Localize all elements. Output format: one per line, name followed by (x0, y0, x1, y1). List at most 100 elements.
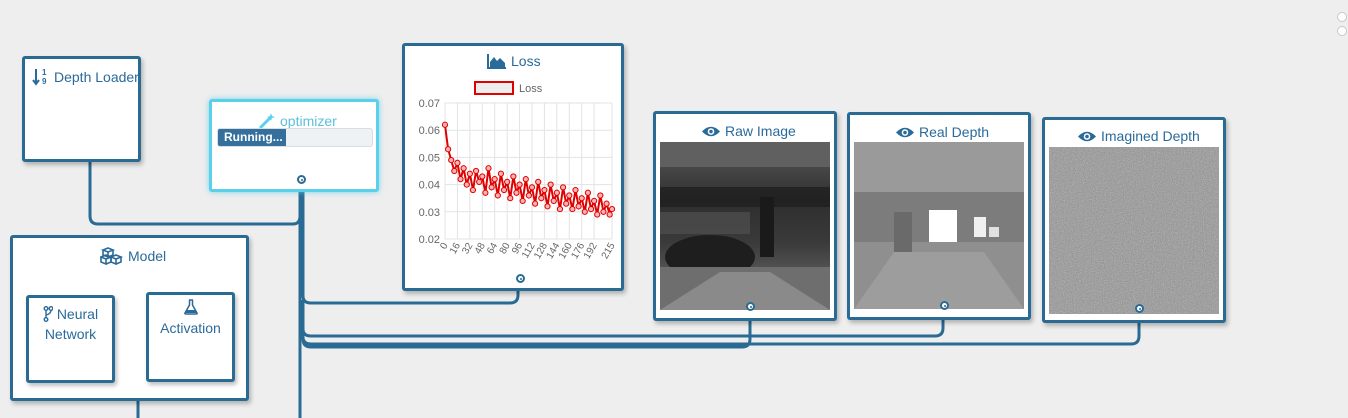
loss-point (504, 178, 511, 185)
y-tick-label: 0.05 (419, 152, 440, 164)
x-tick-label: 16 (448, 241, 463, 257)
x-tick-label: 96 (510, 241, 525, 257)
loss-point (516, 181, 523, 188)
loss-point (547, 181, 554, 188)
fit-control[interactable] (1337, 26, 1347, 36)
loss-point (532, 200, 539, 207)
depth-loader-title: Depth Loader (54, 69, 139, 85)
eye-icon (895, 126, 915, 139)
loss-point (460, 165, 467, 172)
loss-point (494, 192, 501, 199)
optimizer-output-port[interactable] (297, 175, 306, 184)
loss-point (566, 192, 573, 199)
loss-point (476, 178, 483, 185)
loss-point (441, 121, 449, 128)
optimizer-title: optimizer (280, 113, 337, 129)
loss-point (510, 173, 517, 180)
loss-point (541, 186, 548, 194)
loss-point (472, 167, 480, 175)
loss-output-port[interactable] (516, 274, 525, 283)
neural-network-title-line2: Network (44, 326, 97, 342)
loss-point (463, 181, 470, 188)
raw-image-preview (660, 142, 830, 310)
x-tick-label: 48 (473, 241, 488, 257)
raw-image-title: Raw Image (725, 123, 796, 139)
loss-point (550, 197, 557, 205)
cubes-icon (100, 247, 124, 265)
loss-node[interactable]: Loss Loss 0.07 0.06 0.05 0.04 0.03 0.02 0 16 32 48… (402, 43, 624, 291)
svg-text:9: 9 (42, 77, 47, 86)
legend-swatch (474, 81, 514, 95)
loss-point (600, 208, 607, 215)
y-tick-label: 0.07 (419, 98, 440, 110)
x-tick-label: 0 (438, 241, 451, 252)
loss-point (519, 197, 526, 205)
x-tick-label: 215 (600, 241, 618, 261)
activation-node[interactable]: Activation (146, 292, 235, 382)
magic-wand-icon (258, 112, 276, 130)
loss-point (482, 189, 489, 196)
loss-point (522, 176, 529, 183)
loss-point (454, 159, 461, 166)
optimizer-node[interactable]: optimizer Running... (209, 99, 379, 192)
loss-point (603, 200, 610, 207)
area-chart-icon (487, 53, 507, 69)
loss-point (556, 205, 564, 213)
model-node[interactable]: Model Neural Network Activation (10, 235, 249, 401)
raw-image-node[interactable]: Raw Image (653, 111, 837, 321)
loss-point (578, 195, 585, 202)
loss-point (538, 195, 545, 202)
activation-title: Activation (160, 320, 221, 336)
loss-point (466, 170, 473, 177)
optimizer-status: Running... (218, 129, 286, 146)
loss-point (491, 176, 498, 183)
x-tick-label: 32 (460, 241, 475, 257)
svg-text:1: 1 (42, 68, 47, 77)
loss-point (587, 205, 595, 213)
loss-point (507, 195, 514, 202)
loss-point (488, 184, 495, 191)
loss-point (584, 189, 592, 196)
loss-title: Loss (511, 53, 541, 69)
loss-point (469, 186, 477, 194)
loss-point (479, 173, 486, 180)
real-depth-input-port[interactable] (940, 301, 949, 310)
imagined-depth-node[interactable]: Imagined Depth (1042, 117, 1226, 323)
eye-icon (1077, 130, 1097, 143)
y-tick-label: 0.04 (419, 180, 440, 192)
loss-point (445, 146, 452, 153)
loss-point (594, 211, 601, 218)
loss-point (581, 208, 588, 215)
loss-point (535, 178, 542, 185)
x-tick-label: 192 (582, 241, 600, 261)
y-tick-label: 0.02 (419, 234, 440, 246)
zoom-control[interactable] (1337, 12, 1347, 22)
loss-point (559, 184, 567, 191)
x-tick-label: 64 (485, 241, 500, 257)
model-title: Model (128, 248, 167, 264)
real-depth-node[interactable]: Real Depth (847, 112, 1031, 320)
loss-point (513, 189, 520, 196)
raw-image-input-port[interactable] (746, 302, 755, 311)
loss-point (448, 157, 455, 164)
loss-point (569, 205, 576, 213)
eye-icon (701, 125, 721, 138)
loss-point (544, 203, 551, 210)
loss-point (457, 176, 464, 183)
y-tick-label: 0.03 (419, 207, 440, 219)
real-depth-title: Real Depth (919, 124, 990, 140)
loss-point (575, 203, 582, 210)
imagined-depth-input-port[interactable] (1135, 304, 1144, 313)
neural-network-node[interactable]: Neural Network (26, 295, 115, 383)
legend-label: Loss (519, 83, 543, 95)
neural-network-title-line1: Neural (56, 306, 99, 322)
loss-point (597, 192, 604, 199)
loss-point (572, 186, 579, 194)
flask-icon (183, 299, 198, 319)
x-tick-label: 80 (498, 241, 513, 257)
imagined-depth-preview (1049, 147, 1219, 314)
real-depth-preview (854, 142, 1024, 309)
loss-point (451, 167, 458, 175)
